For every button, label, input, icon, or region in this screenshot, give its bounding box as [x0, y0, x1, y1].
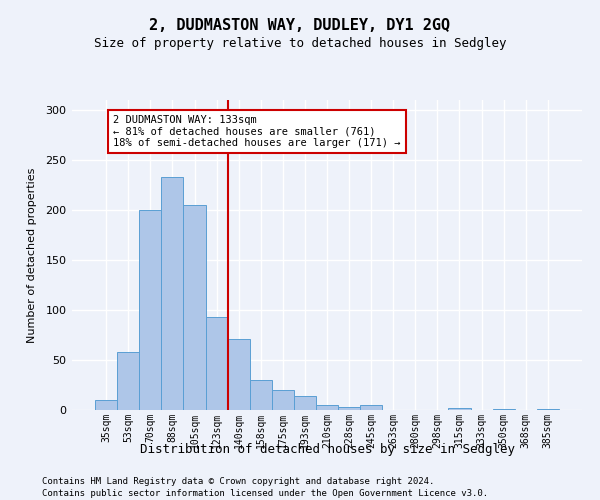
Bar [272, 390, 294, 410]
Bar [316, 405, 338, 410]
Text: Size of property relative to detached houses in Sedgley: Size of property relative to detached ho… [94, 38, 506, 51]
Bar [161, 177, 184, 410]
Bar [139, 210, 161, 410]
Bar [206, 317, 227, 410]
Bar [294, 396, 316, 410]
Bar [360, 405, 382, 410]
Bar [184, 205, 206, 410]
Bar [448, 408, 470, 410]
Text: 2, DUDMASTON WAY, DUDLEY, DY1 2GQ: 2, DUDMASTON WAY, DUDLEY, DY1 2GQ [149, 18, 451, 32]
Text: Contains HM Land Registry data © Crown copyright and database right 2024.: Contains HM Land Registry data © Crown c… [42, 478, 434, 486]
Bar [493, 409, 515, 410]
Text: Distribution of detached houses by size in Sedgley: Distribution of detached houses by size … [139, 442, 515, 456]
Y-axis label: Number of detached properties: Number of detached properties [27, 168, 37, 342]
Bar [95, 400, 117, 410]
Bar [250, 380, 272, 410]
Bar [537, 409, 559, 410]
Text: 2 DUDMASTON WAY: 133sqm
← 81% of detached houses are smaller (761)
18% of semi-d: 2 DUDMASTON WAY: 133sqm ← 81% of detache… [113, 115, 400, 148]
Bar [338, 407, 360, 410]
Bar [227, 339, 250, 410]
Bar [117, 352, 139, 410]
Text: Contains public sector information licensed under the Open Government Licence v3: Contains public sector information licen… [42, 489, 488, 498]
